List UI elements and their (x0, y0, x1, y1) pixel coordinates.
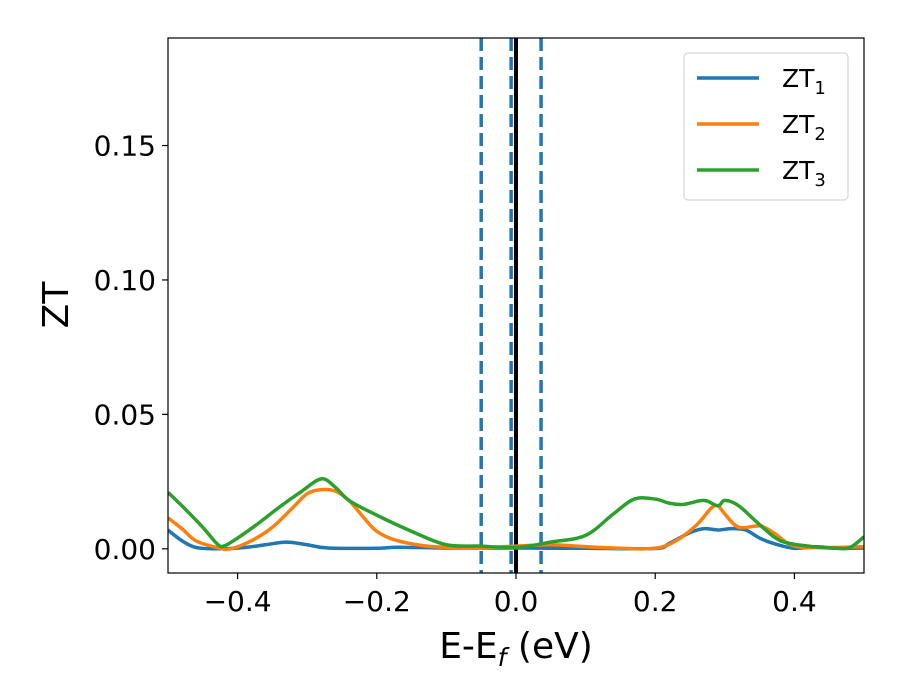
x-tick-label: −0.4 (204, 585, 272, 618)
legend-box (683, 52, 849, 201)
series-line-1 (168, 526, 864, 551)
series-line-3 (168, 477, 864, 551)
legend-label-1: ZT1 (782, 64, 826, 99)
x-tick-label: 0.4 (772, 585, 817, 618)
series-lines (168, 477, 864, 552)
x-tick-label: 0.0 (494, 585, 539, 618)
legend: ZT1 ZT2 ZT3 (683, 52, 849, 201)
y-axis-label: ZT (36, 281, 77, 329)
y-tick-label: 0.00 (94, 533, 156, 566)
y-tick-label: 0.15 (94, 130, 156, 163)
y-axis: 0.00 0.05 0.10 0.15 (94, 130, 168, 566)
x-tick-label: 0.2 (633, 585, 678, 618)
reference-lines (479, 38, 543, 573)
y-tick-label: 0.05 (94, 398, 156, 431)
y-tick-label: 0.10 (94, 264, 156, 297)
legend-label-2: ZT2 (782, 110, 826, 145)
x-axis: −0.4 −0.2 0.0 0.2 0.4 (204, 573, 817, 618)
x-axis-label: E-Ef (eV) (439, 626, 593, 672)
x-tick-label: −0.2 (343, 585, 411, 618)
legend-label-3: ZT3 (782, 156, 826, 191)
